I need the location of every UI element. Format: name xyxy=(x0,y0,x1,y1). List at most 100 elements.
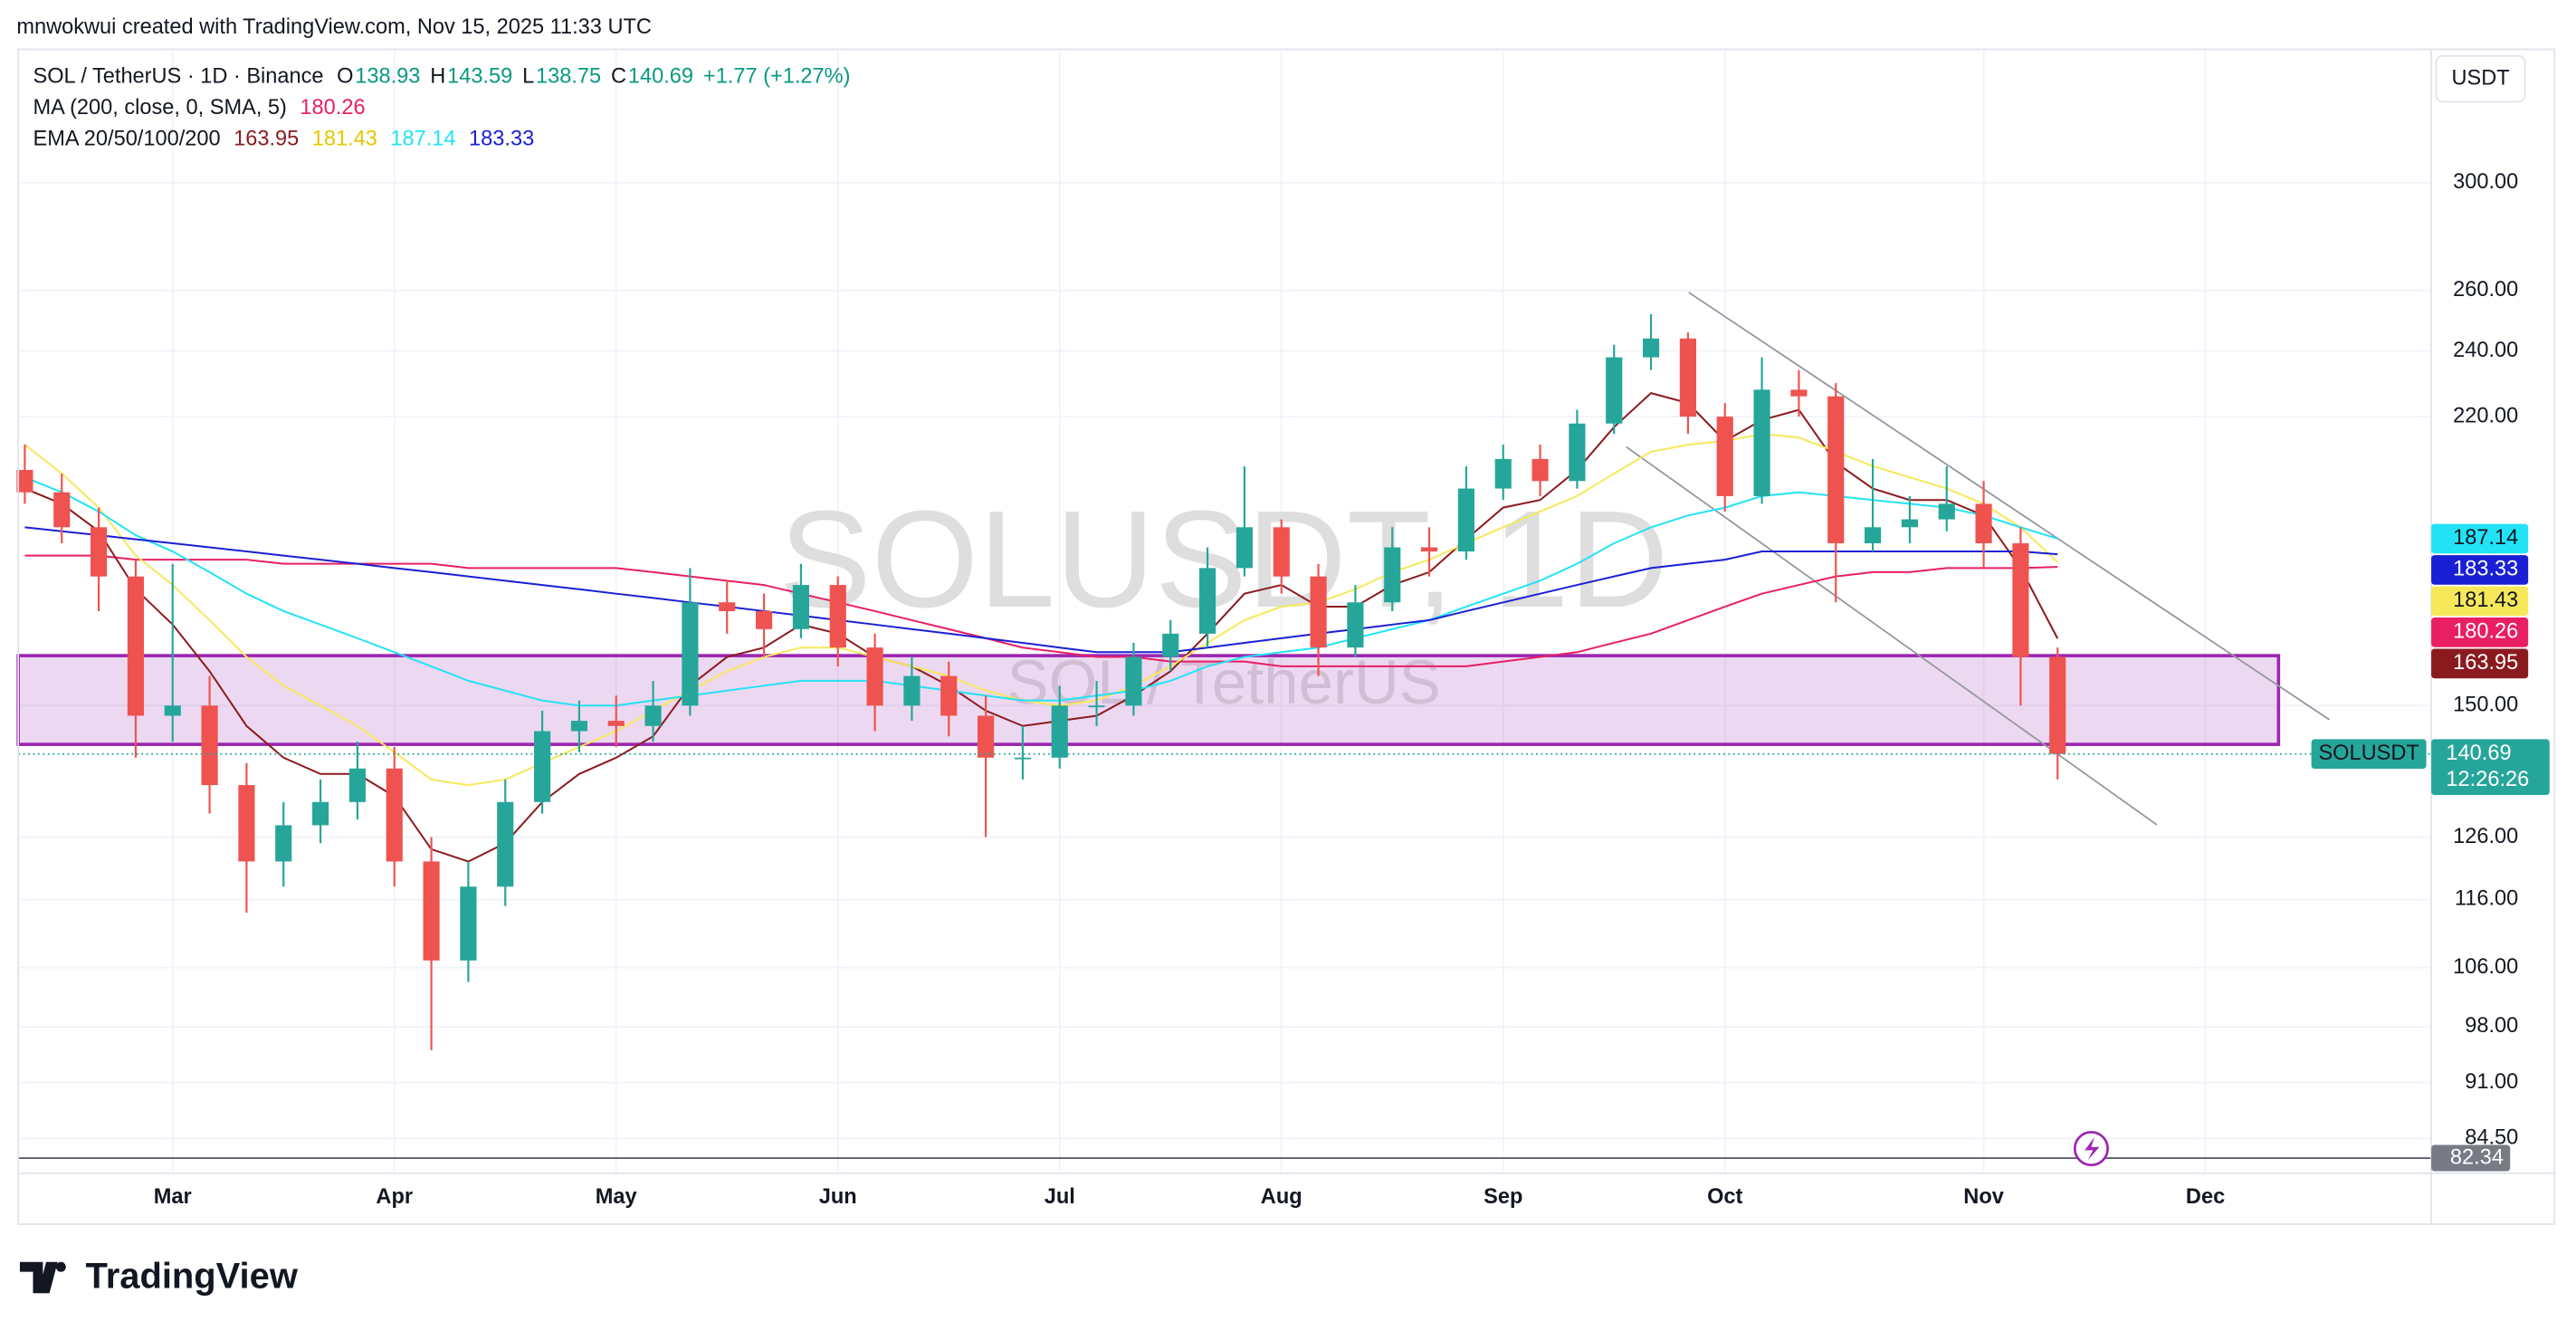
candle-body xyxy=(127,576,144,716)
ma-badge-value: 187.14 xyxy=(2453,525,2518,549)
candle-body xyxy=(1975,503,1992,544)
candle-body xyxy=(1457,488,1474,552)
candle-body xyxy=(534,731,551,802)
ma-badge xyxy=(2431,618,2529,647)
candle-body xyxy=(644,705,662,726)
candle-body xyxy=(1753,389,1770,496)
candle-body xyxy=(238,785,255,862)
candle-body xyxy=(2049,656,2066,754)
ohlc-label: C xyxy=(611,64,626,88)
last-price: 140.69 xyxy=(2446,741,2511,764)
candle-body xyxy=(91,527,108,577)
watermark-subtitle: SOL / TetherUS xyxy=(1007,647,1441,717)
candle-body xyxy=(1643,338,1660,358)
y-tick-label: 300.00 xyxy=(2453,169,2518,193)
brand-logo-dot xyxy=(55,1261,66,1272)
candle-body xyxy=(1938,503,1955,520)
chart-frame xyxy=(17,48,2556,1225)
candle-body xyxy=(164,705,181,716)
y-tick-label: 220.00 xyxy=(2453,403,2518,426)
symbol-badge xyxy=(2311,739,2427,770)
candle-body xyxy=(1347,602,1364,648)
x-tick-label: May xyxy=(596,1184,637,1208)
candle-body xyxy=(1865,527,1882,544)
candle-body xyxy=(682,602,699,706)
x-tick-label: Apr xyxy=(376,1184,413,1208)
y-tick-label: 240.00 xyxy=(2453,338,2518,361)
indicator-value: 82.34 xyxy=(2450,1144,2504,1168)
symbol-title: SOL / TetherUS · 1D · Binance xyxy=(33,64,323,88)
candle-body xyxy=(1716,417,1733,496)
currency-button[interactable] xyxy=(2435,54,2526,103)
candle-body xyxy=(386,768,403,862)
plot xyxy=(16,313,2432,1159)
x-tick-label: Jun xyxy=(819,1184,857,1208)
brand: TradingView xyxy=(86,1256,299,1296)
candle-body xyxy=(978,715,995,758)
candle-body xyxy=(903,675,921,706)
y-tick-label: 84.50 xyxy=(2465,1125,2518,1149)
countdown: 12:26:26 xyxy=(2446,767,2529,790)
candle-body xyxy=(1679,338,1696,417)
candle-body xyxy=(1310,576,1327,648)
ma-badge-value: 183.33 xyxy=(2453,557,2518,580)
x-tick-label: Oct xyxy=(1707,1184,1742,1208)
ma-badge xyxy=(2431,555,2529,585)
lightning xyxy=(2085,1136,2100,1161)
trendline-upper xyxy=(1688,292,2331,721)
candle-body xyxy=(570,721,587,732)
candle-body xyxy=(1162,633,1179,657)
indicator-badge xyxy=(2431,1144,2511,1172)
x-tick-label: Dec xyxy=(2186,1184,2225,1208)
moving-average-line xyxy=(24,476,2058,707)
symbol-label: SOLUSDT xyxy=(2318,741,2419,764)
candle-body xyxy=(2012,543,2029,657)
candle-body xyxy=(866,647,883,706)
ma-badge xyxy=(2431,586,2529,617)
currency: USDT xyxy=(2451,65,2509,89)
legend: SOL / TetherUS · 1D · Binance O 138.93 H 143… xyxy=(33,64,850,150)
ma-badge-value: 181.43 xyxy=(2453,588,2518,611)
moving-average-line xyxy=(24,526,2058,654)
candle-body xyxy=(1199,568,1216,634)
ohlc-label: H xyxy=(430,64,445,88)
candle-body xyxy=(1273,527,1290,577)
ma-badge-value: 163.95 xyxy=(2453,650,2518,674)
axes: 300.00 260.00 240.00 220.00 150.00 126.00 116.… xyxy=(154,169,2550,1208)
price-change: +1.77 (+1.27%) xyxy=(703,64,851,88)
ema-legend: EMA 20/50/100/200 xyxy=(33,126,220,149)
candle-body xyxy=(348,768,366,802)
y-tick-label: 98.00 xyxy=(2465,1013,2518,1037)
x-tick-label: Aug xyxy=(1261,1184,1302,1208)
ma-legend: MA (200, close, 0, SMA, 5) xyxy=(33,95,286,119)
y-tick-label: 116.00 xyxy=(2455,886,2518,910)
candle-body xyxy=(423,861,440,961)
candle-body xyxy=(1088,705,1105,708)
candle-body xyxy=(497,801,514,887)
ohlc-value: 143.59 xyxy=(447,64,512,88)
candle-body xyxy=(1236,527,1253,569)
candle-body xyxy=(1494,458,1512,489)
y-tick-label: 91.00 xyxy=(2465,1069,2518,1093)
ohlc-label: O xyxy=(337,64,353,88)
candle-body xyxy=(1606,357,1623,424)
y-tick-label: 260.00 xyxy=(2453,277,2518,301)
ma-badge xyxy=(2431,648,2529,679)
ema-legend-value: 163.95 xyxy=(234,126,299,149)
brand-logo xyxy=(19,1261,58,1294)
ema-legend-value: 187.14 xyxy=(390,126,455,149)
ohlc-value: 140.69 xyxy=(628,64,693,88)
ma-badge xyxy=(2431,523,2529,554)
x-tick-label: Nov xyxy=(1963,1184,2004,1208)
candle-body xyxy=(1827,396,1845,544)
candle-body xyxy=(460,886,477,961)
ema-legend-value: 183.33 xyxy=(469,126,534,149)
candle-body xyxy=(312,801,329,826)
candle-body xyxy=(1125,656,1142,706)
y-tick-label: 126.00 xyxy=(2453,824,2518,847)
candle-body xyxy=(1014,757,1031,760)
candle-body xyxy=(792,585,809,629)
candle-body xyxy=(829,585,846,648)
ohlc-value: 138.93 xyxy=(355,64,420,88)
